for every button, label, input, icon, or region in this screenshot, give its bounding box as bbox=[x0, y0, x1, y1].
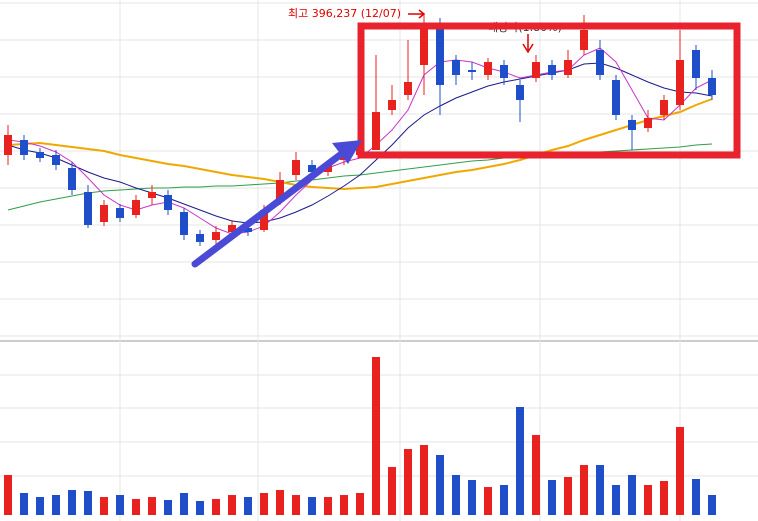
volume-bar bbox=[660, 481, 668, 515]
candle-body bbox=[228, 225, 236, 232]
high-arrow bbox=[408, 9, 426, 19]
volume-bar bbox=[116, 495, 124, 515]
volume-bar bbox=[132, 499, 140, 515]
volume-bar bbox=[644, 485, 652, 515]
candle-body bbox=[468, 70, 476, 72]
volume-bar bbox=[468, 480, 476, 515]
volume-bar bbox=[628, 475, 636, 515]
volume-bar bbox=[4, 475, 12, 515]
candle-body bbox=[516, 85, 524, 100]
candle-body bbox=[420, 25, 428, 65]
volume-bar bbox=[516, 407, 524, 515]
candle-body bbox=[580, 30, 588, 50]
candle-body bbox=[100, 205, 108, 222]
candle-body bbox=[548, 65, 556, 75]
volume-bar bbox=[52, 495, 60, 515]
high-annotation: 최고 396,237 (12/07) bbox=[288, 7, 401, 20]
volume-bar bbox=[388, 467, 396, 515]
volume-bar bbox=[500, 485, 508, 515]
candle-body bbox=[372, 112, 380, 150]
volume-bar bbox=[196, 501, 204, 515]
candle-body bbox=[452, 60, 460, 75]
volume-bar bbox=[84, 491, 92, 515]
volume-bar bbox=[68, 490, 76, 515]
volume-bar bbox=[36, 497, 44, 515]
volume-bar bbox=[452, 475, 460, 515]
candle-body bbox=[612, 80, 620, 115]
trend-arrowhead bbox=[332, 140, 362, 164]
volume-bar bbox=[260, 493, 268, 515]
candle-body bbox=[260, 210, 268, 230]
candle-body bbox=[116, 208, 124, 218]
volume-bar bbox=[564, 477, 572, 515]
volume-bar bbox=[212, 499, 220, 515]
candle-body bbox=[308, 165, 316, 172]
candle-body bbox=[20, 140, 28, 155]
volume-bar bbox=[228, 495, 236, 515]
volume-bar bbox=[292, 495, 300, 515]
volume-bar bbox=[612, 485, 620, 515]
volume-bar bbox=[340, 495, 348, 515]
volume-bar bbox=[180, 493, 188, 515]
candle-body bbox=[660, 100, 668, 115]
volume-bar bbox=[708, 495, 716, 515]
volume-bar bbox=[596, 465, 604, 515]
volume-bar bbox=[532, 435, 540, 515]
volume-bar bbox=[692, 479, 700, 515]
candle-body bbox=[36, 152, 44, 158]
highlight-box bbox=[357, 22, 741, 159]
candle-body bbox=[676, 60, 684, 105]
candle-body bbox=[532, 62, 540, 78]
candle-body bbox=[404, 82, 412, 95]
volume-bar bbox=[372, 357, 380, 515]
volume-bar bbox=[244, 497, 252, 515]
volume-bar bbox=[580, 465, 588, 515]
candle-body bbox=[164, 195, 172, 210]
volume-bar bbox=[276, 490, 284, 515]
candle-body bbox=[148, 192, 156, 198]
candle-body bbox=[52, 155, 60, 165]
candle-body bbox=[500, 65, 508, 78]
candle-body bbox=[68, 168, 76, 190]
candle-body bbox=[436, 25, 444, 85]
candle-body bbox=[4, 135, 12, 155]
candle-body bbox=[196, 234, 204, 242]
moving-average bbox=[7, 98, 713, 191]
volume-bar bbox=[308, 497, 316, 515]
candle-body bbox=[388, 100, 396, 110]
candle-body bbox=[244, 228, 252, 232]
candle-body bbox=[212, 232, 220, 240]
trend-arrow bbox=[191, 151, 344, 268]
dividend-arrow bbox=[522, 34, 534, 54]
candle-body bbox=[564, 60, 572, 75]
candle-body bbox=[708, 78, 716, 95]
moving-average bbox=[7, 62, 713, 224]
candle-body bbox=[628, 120, 636, 130]
volume-bar bbox=[404, 449, 412, 515]
candle-body bbox=[596, 50, 604, 75]
volume-bar bbox=[420, 445, 428, 515]
volume-bar bbox=[100, 497, 108, 515]
candle-body bbox=[276, 180, 284, 200]
candle-body bbox=[484, 62, 492, 75]
candle-body bbox=[644, 118, 652, 128]
volume-bar bbox=[324, 497, 332, 515]
volume-bar bbox=[548, 480, 556, 515]
candle-body bbox=[692, 50, 700, 78]
volume-bar bbox=[436, 455, 444, 515]
candle-body bbox=[84, 192, 92, 225]
candle-body bbox=[292, 160, 300, 175]
candle-body bbox=[324, 165, 332, 172]
volume-bar bbox=[20, 493, 28, 515]
volume-bar bbox=[356, 493, 364, 515]
volume-bar bbox=[676, 427, 684, 515]
candle-body bbox=[180, 212, 188, 235]
volume-bar bbox=[164, 500, 172, 515]
candle-body bbox=[132, 200, 140, 215]
volume-bar bbox=[148, 497, 156, 515]
volume-bar bbox=[484, 487, 492, 515]
